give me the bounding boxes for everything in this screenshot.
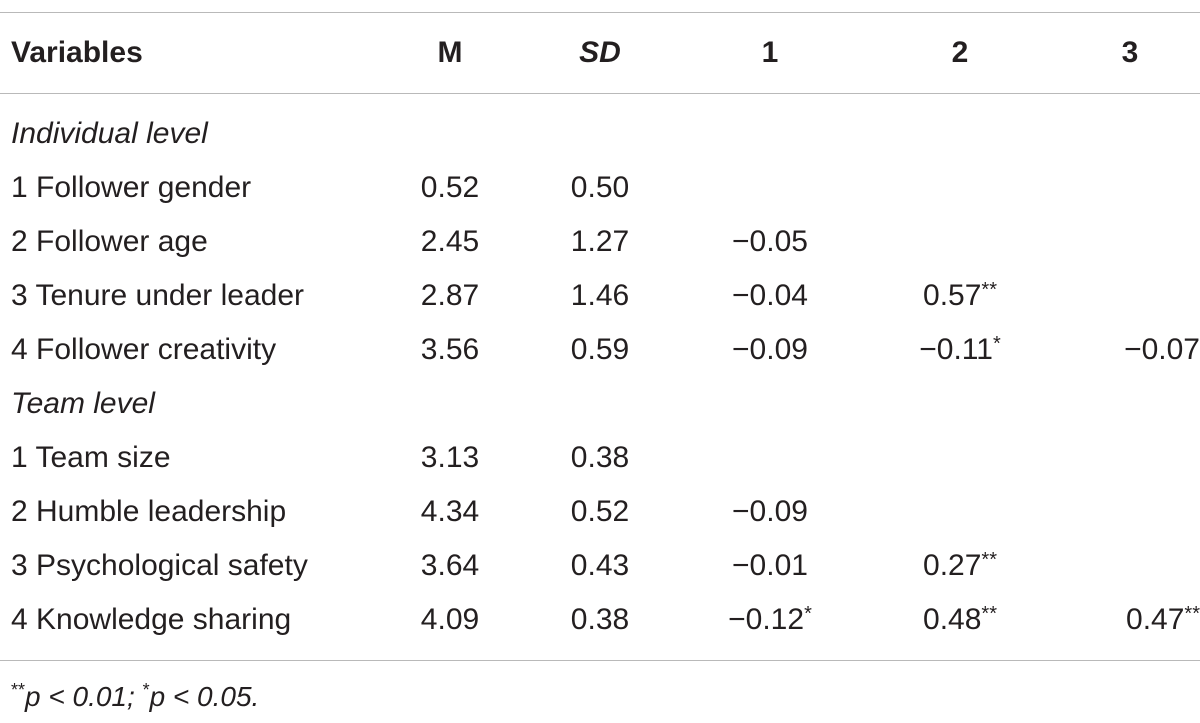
corr-value: 0.47 — [1126, 603, 1185, 636]
corr-3: 0.47** — [1040, 593, 1200, 647]
corr-2 — [880, 431, 1040, 485]
mean-value: 3.56 — [420, 333, 480, 366]
mean-value: 2.87 — [420, 279, 480, 312]
header-variables: Variables — [11, 36, 143, 69]
corr-value: −0.09 — [732, 333, 808, 366]
sd-value: 1.27 — [570, 225, 630, 258]
corr-2 — [880, 215, 1040, 269]
mean-value: 2.45 — [420, 225, 480, 258]
corr-3 — [1040, 269, 1200, 323]
footnote-double-star: ** — [11, 680, 26, 700]
footnote-p-001: p < 0.01; — [25, 681, 143, 712]
significance-marker: * — [992, 333, 1001, 355]
section-label: Team level — [11, 387, 155, 420]
mean-value: 3.13 — [420, 441, 480, 474]
corr-1: −0.09 — [690, 323, 850, 377]
corr-1: −0.09 — [690, 485, 850, 539]
table-row: 1 Team size 3.13 0.38 — [0, 431, 1200, 485]
top-rule — [0, 12, 1200, 13]
corr-value: 0.57 — [923, 279, 982, 312]
mean-value: 4.09 — [420, 603, 480, 636]
corr-value: −0.12 — [728, 603, 805, 636]
corr-2: 0.27** — [880, 539, 1040, 593]
header-rule — [0, 93, 1200, 94]
header-col-3: 3 — [1121, 36, 1139, 69]
table-row: 3 Psychological safety 3.64 0.43 −0.01 0… — [0, 539, 1200, 593]
header-col-1: 1 — [761, 36, 779, 69]
section-label: Individual level — [11, 117, 208, 150]
corr-1 — [690, 161, 850, 215]
variable-name: 2 Follower age — [11, 225, 208, 258]
mean-value: 4.34 — [420, 495, 480, 528]
footnote-single-star: * — [142, 680, 150, 700]
variable-name: 4 Follower creativity — [11, 333, 277, 366]
variable-name: 1 Follower gender — [11, 171, 252, 204]
variable-name: 3 Psychological safety — [11, 549, 308, 582]
significance-marker: * — [804, 603, 812, 625]
corr-value: −0.09 — [732, 495, 808, 528]
corr-2 — [880, 485, 1040, 539]
corr-2 — [880, 161, 1040, 215]
variable-name: 1 Team size — [11, 441, 171, 474]
corr-value: −0.11 — [919, 333, 993, 366]
sd-value: 0.59 — [570, 333, 630, 366]
footnote-p-005: p < 0.05. — [149, 681, 260, 712]
sd-value: 1.46 — [570, 279, 630, 312]
corr-2: 0.57** — [880, 269, 1040, 323]
corr-3 — [1040, 539, 1200, 593]
significance-marker: ** — [981, 549, 997, 571]
corr-3 — [1040, 161, 1200, 215]
header-sd: SD — [579, 36, 621, 69]
variable-name: 2 Humble leadership — [11, 495, 287, 528]
corr-3 — [1040, 485, 1200, 539]
table-row: 4 Knowledge sharing 4.09 0.38 −0.12* 0.4… — [0, 593, 1200, 647]
table-row: 4 Follower creativity 3.56 0.59 −0.09 −0… — [0, 323, 1200, 377]
corr-value: −0.01 — [732, 549, 808, 582]
significance-marker: ** — [981, 279, 997, 301]
corr-value: 0.48 — [923, 603, 982, 636]
corr-value: −0.07 — [1124, 333, 1200, 366]
significance-marker: ** — [1184, 603, 1200, 625]
table-row: 1 Follower gender 0.52 0.50 — [0, 161, 1200, 215]
corr-1: −0.12* — [690, 593, 850, 647]
variable-name: 3 Tenure under leader — [11, 279, 304, 312]
corr-2: 0.48** — [880, 593, 1040, 647]
variable-name: 4 Knowledge sharing — [11, 603, 292, 636]
section-label-row: Individual level — [0, 107, 1200, 161]
corr-3: −0.07 — [1040, 323, 1200, 377]
section-label-row: Team level — [0, 377, 1200, 431]
table-footnote: **p < 0.01; *p < 0.05. — [11, 670, 259, 717]
header-col-2: 2 — [951, 36, 969, 69]
corr-1: −0.04 — [690, 269, 850, 323]
table-row: 2 Humble leadership 4.34 0.52 −0.09 — [0, 485, 1200, 539]
mean-value: 0.52 — [420, 171, 480, 204]
corr-1 — [690, 431, 850, 485]
corr-1: −0.05 — [690, 215, 850, 269]
corr-3 — [1040, 431, 1200, 485]
corr-1: −0.01 — [690, 539, 850, 593]
bottom-rule — [0, 660, 1200, 661]
table-header-row: Variables M SD 1 2 3 — [0, 24, 1200, 82]
corr-value: −0.05 — [732, 225, 808, 258]
corr-3 — [1040, 215, 1200, 269]
corr-value: −0.04 — [732, 279, 808, 312]
sd-value: 0.38 — [570, 603, 630, 636]
header-m: M — [437, 36, 463, 69]
sd-value: 0.43 — [570, 549, 630, 582]
significance-marker: ** — [981, 603, 997, 625]
table-row: 2 Follower age 2.45 1.27 −0.05 — [0, 215, 1200, 269]
mean-value: 3.64 — [420, 549, 480, 582]
sd-value: 0.50 — [570, 171, 630, 204]
table-row: 3 Tenure under leader 2.87 1.46 −0.04 0.… — [0, 269, 1200, 323]
corr-value: 0.27 — [923, 549, 982, 582]
sd-value: 0.38 — [570, 441, 630, 474]
corr-2: −0.11* — [880, 323, 1040, 377]
sd-value: 0.52 — [570, 495, 630, 528]
